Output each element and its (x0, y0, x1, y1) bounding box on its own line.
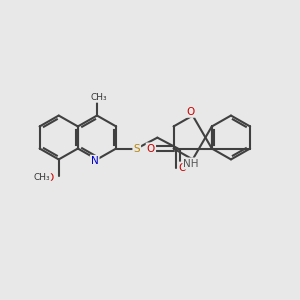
Text: CH₃: CH₃ (90, 93, 107, 102)
Text: S: S (134, 144, 140, 154)
Text: O: O (178, 163, 187, 173)
Text: O: O (147, 143, 155, 154)
Text: O: O (186, 107, 194, 117)
Text: O: O (46, 173, 54, 183)
Text: CH₃: CH₃ (33, 173, 50, 182)
Text: NH: NH (184, 158, 199, 169)
Text: N: N (91, 156, 98, 166)
